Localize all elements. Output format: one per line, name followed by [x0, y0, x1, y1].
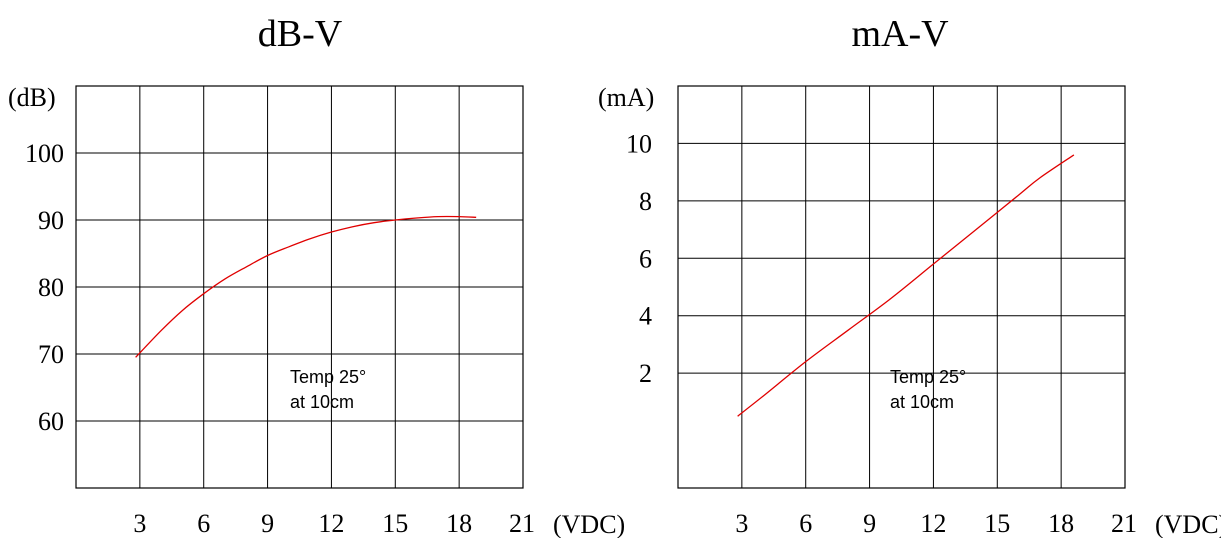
- x-tick-label: 6: [197, 509, 210, 538]
- y-tick-label: 4: [639, 302, 652, 331]
- y-tick-label: 90: [38, 206, 64, 235]
- chart-ma-v: mA-V (mA) 10 8 6 4 2 3 6 9 12 15 18 21 (VDC) Temp …: [598, 13, 1221, 538]
- x-tick-label: 15: [382, 509, 408, 538]
- y-tick-label: 60: [38, 407, 64, 436]
- x-tick-label: 18: [446, 509, 472, 538]
- x-tick-labels: 3 6 9 12 15 18 21: [133, 509, 535, 538]
- y-tick-label: 2: [639, 359, 652, 388]
- x-tick-label: 9: [261, 509, 274, 538]
- x-axis-unit-label: (VDC): [553, 510, 625, 538]
- x-tick-label: 12: [318, 509, 344, 538]
- x-tick-labels: 3 6 9 12 15 18 21: [735, 509, 1137, 538]
- x-tick-label: 3: [133, 509, 146, 538]
- y-tick-labels: 10 8 6 4 2: [626, 129, 652, 388]
- chart-title: dB-V: [258, 13, 343, 55]
- x-tick-label: 12: [920, 509, 946, 538]
- annotation-temp: Temp 25°: [890, 367, 966, 387]
- plot-frame: [75, 85, 524, 489]
- x-axis-unit-label: (VDC): [1155, 510, 1221, 538]
- grid-lines: [76, 86, 523, 488]
- series-line-ma: [737, 154, 1075, 417]
- y-axis-unit-label: (mA): [598, 83, 654, 112]
- y-tick-label: 100: [25, 139, 64, 168]
- series-line-db: [135, 215, 477, 358]
- y-tick-label: 6: [639, 244, 652, 273]
- x-tick-label: 21: [1111, 509, 1137, 538]
- y-tick-label: 8: [639, 187, 652, 216]
- x-tick-label: 18: [1048, 509, 1074, 538]
- annotation-distance: at 10cm: [290, 392, 354, 412]
- x-tick-label: 3: [735, 509, 748, 538]
- y-tick-labels: 100 90 80 70 60: [25, 139, 64, 436]
- y-tick-label: 10: [626, 129, 652, 158]
- grid-lines: [678, 86, 1125, 488]
- annotation-temp: Temp 25°: [290, 367, 366, 387]
- chart-title: mA-V: [851, 13, 949, 55]
- x-tick-label: 9: [863, 509, 876, 538]
- plot-frame: [677, 85, 1126, 489]
- y-axis-unit-label: (dB): [8, 83, 56, 112]
- x-tick-label: 15: [984, 509, 1010, 538]
- x-tick-label: 21: [509, 509, 535, 538]
- y-tick-label: 70: [38, 340, 64, 369]
- x-tick-label: 6: [799, 509, 812, 538]
- annotation-distance: at 10cm: [890, 392, 954, 412]
- y-tick-label: 80: [38, 273, 64, 302]
